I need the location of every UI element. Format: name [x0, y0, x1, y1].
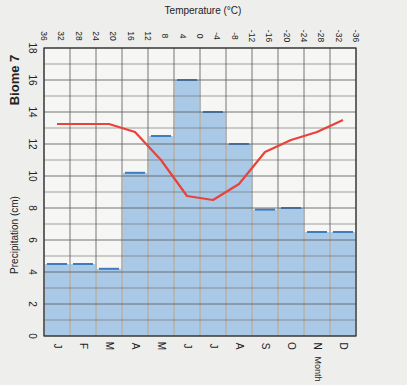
grid-line-vertical — [278, 48, 279, 336]
grid-line-vertical — [330, 48, 331, 336]
bar-top — [151, 135, 171, 137]
bar — [149, 136, 173, 336]
grid-line-vertical — [96, 48, 97, 336]
bar-top — [47, 263, 67, 265]
grid-line-vertical — [148, 48, 149, 336]
background — [0, 0, 407, 385]
chart: 02468101214161836322824201612840-4-8-12-… — [0, 0, 407, 385]
y2-tick-label: 28 — [74, 31, 84, 41]
x-tick-label: M — [156, 342, 167, 350]
bar-top — [333, 231, 353, 233]
x-tick-label: O — [286, 342, 297, 350]
x-tick-label: A — [130, 343, 141, 350]
y-tick-label: 18 — [27, 42, 38, 54]
bar — [331, 232, 355, 336]
grid-line-vertical — [70, 48, 71, 336]
y2-tick-label: 16 — [126, 31, 136, 41]
grid-line-vertical — [122, 48, 123, 336]
bar-top — [307, 231, 327, 233]
temperature-line — [57, 120, 343, 200]
y2-tick-label: 8 — [160, 34, 170, 39]
grid-line-vertical — [174, 48, 175, 336]
y2-tick-label: -16 — [264, 30, 274, 43]
bar — [71, 264, 95, 336]
bar-top — [125, 172, 145, 174]
y2-tick-label: 32 — [56, 31, 66, 41]
x-tick-label: J — [182, 344, 193, 349]
plot-area — [44, 48, 356, 336]
grid-line-vertical — [252, 48, 253, 336]
x-tick-label: F — [78, 343, 89, 349]
grid-line-vertical — [200, 48, 201, 336]
x-axis-title: Month — [313, 356, 323, 381]
y-tick-label: 6 — [27, 237, 38, 243]
y-tick-label: 8 — [27, 205, 38, 211]
chart-root: 02468101214161836322824201612840-4-8-12-… — [0, 0, 407, 385]
y-tick-label: 0 — [27, 333, 38, 339]
y-tick-label: 14 — [27, 106, 38, 118]
x-tick-label: J — [52, 344, 63, 349]
y2-tick-label: 4 — [178, 34, 188, 39]
y2-tick-label: 24 — [91, 31, 101, 41]
title: Biome 7 — [7, 55, 22, 106]
y2-tick-label: -12 — [247, 30, 257, 43]
y-tick-label: 2 — [27, 301, 38, 307]
y2-tick-label: -24 — [299, 30, 309, 43]
bar-top — [99, 268, 119, 270]
y2-tick-label: -28 — [316, 30, 326, 43]
bar — [97, 269, 121, 336]
y2-tick-label: 20 — [108, 31, 118, 41]
y-tick-label: 12 — [27, 138, 38, 150]
y2-axis-title: Temperature (°C) — [165, 5, 242, 16]
x-tick-label: S — [260, 343, 271, 350]
y2-tick-label: 12 — [143, 31, 153, 41]
bar — [45, 264, 69, 336]
grid — [44, 48, 356, 336]
x-tick-label: J — [208, 344, 219, 349]
grid-line-vertical — [304, 48, 305, 336]
y2-tick-label: -36 — [351, 30, 361, 43]
y2-tick-label: -32 — [334, 30, 344, 43]
plot-frame — [44, 48, 356, 336]
y2-tick-label: -20 — [282, 30, 292, 43]
x-tick-label: D — [338, 342, 349, 349]
line-group — [57, 120, 343, 200]
x-tick-label: A — [234, 343, 245, 350]
x-tick-label: M — [104, 342, 115, 350]
bar-top — [73, 263, 93, 265]
bar — [123, 173, 147, 336]
bar-top — [255, 209, 275, 211]
y2-tick-label: -8 — [230, 32, 240, 40]
bar — [253, 210, 277, 336]
y-axis-title: Precipitation (cm) — [9, 196, 20, 274]
y2-tick-label: 0 — [195, 34, 205, 39]
x-tick-label: N — [312, 342, 323, 349]
y-tick-label: 16 — [27, 74, 38, 86]
y2-tick-label: -4 — [212, 32, 222, 40]
y2-tick-label: 36 — [39, 31, 49, 41]
y-tick-label: 4 — [27, 269, 38, 275]
bar — [305, 232, 329, 336]
y-tick-label: 10 — [27, 170, 38, 182]
